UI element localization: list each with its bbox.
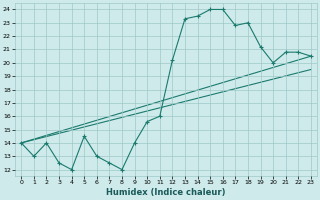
X-axis label: Humidex (Indice chaleur): Humidex (Indice chaleur): [106, 188, 226, 197]
